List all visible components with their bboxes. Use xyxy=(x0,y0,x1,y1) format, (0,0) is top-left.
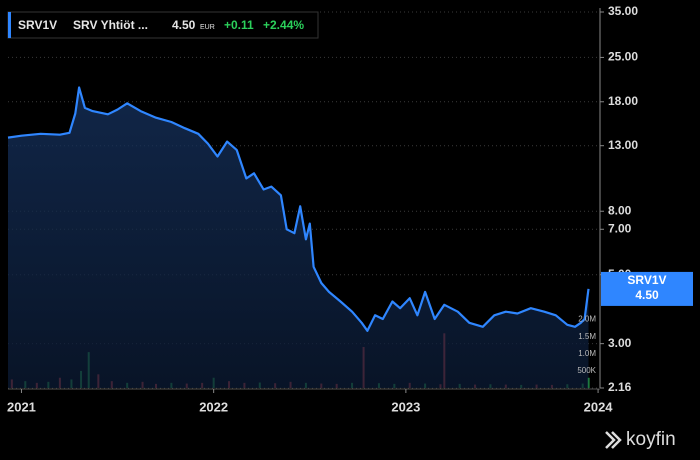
logo-icon xyxy=(605,431,622,449)
x-tick-label: 2024 xyxy=(584,399,614,414)
y2-tick-label: 1.0M xyxy=(578,349,596,358)
area xyxy=(8,87,589,388)
y-tick-label: 35.00 xyxy=(608,4,638,18)
y2-tick-label: 500K xyxy=(577,366,596,375)
logo-text: koyfin xyxy=(626,429,676,450)
y-tick-label: 3.00 xyxy=(608,336,632,350)
plot-area xyxy=(7,11,600,389)
header-accent xyxy=(8,12,11,38)
price-label-value: 4.50 xyxy=(635,288,659,302)
header-change-pct: +2.44% xyxy=(263,18,304,32)
x-tick-label: 2023 xyxy=(391,399,420,414)
header-change: +0.11 xyxy=(224,18,254,32)
header-price: 4.50 xyxy=(172,18,196,32)
line xyxy=(7,86,590,332)
y-tick-label: 8.00 xyxy=(608,203,632,217)
y-tick-label: 2.16 xyxy=(608,380,632,394)
x-tick-label: 2021 xyxy=(7,399,36,414)
y-tick-label: 25.00 xyxy=(608,50,638,64)
header-name: SRV Yhtiöt ... xyxy=(73,18,148,32)
y2-tick-label: 1.5M xyxy=(578,332,596,341)
header-ticker: SRV1V xyxy=(18,18,57,32)
price-label-ticker: SRV1V xyxy=(627,273,666,287)
y2-tick-label: 2.0M xyxy=(578,315,596,324)
y-tick-label: 7.00 xyxy=(608,221,632,235)
y-tick-label: 13.00 xyxy=(608,138,638,152)
y-tick-label: 18.00 xyxy=(608,94,638,108)
logo: koyfin xyxy=(605,429,676,450)
price-label-box xyxy=(601,271,693,306)
header-currency: EUR xyxy=(200,24,215,31)
x-tick-label: 2022 xyxy=(199,399,228,414)
header-box xyxy=(7,11,319,39)
